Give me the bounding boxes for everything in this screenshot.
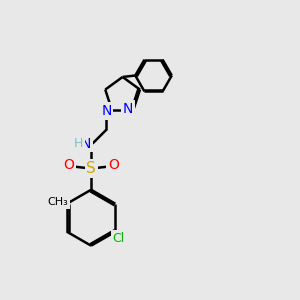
Text: O: O [64, 158, 74, 172]
Text: N: N [123, 101, 133, 116]
Text: S: S [86, 161, 96, 176]
Text: O: O [108, 158, 118, 172]
Text: N: N [101, 104, 112, 118]
Text: H: H [74, 137, 83, 150]
Text: Cl: Cl [112, 232, 124, 245]
Text: N: N [81, 136, 91, 151]
Text: CH₃: CH₃ [48, 197, 68, 207]
